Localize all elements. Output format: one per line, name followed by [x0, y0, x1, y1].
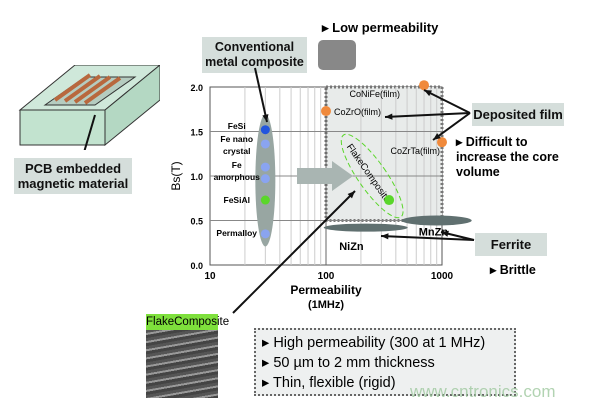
ferrite-note: ▸ Brittle [490, 263, 536, 277]
ferrite-note-text: Brittle [499, 263, 536, 277]
film-point-label: CoNiFe(film) [350, 89, 401, 99]
mnzn-ellipse [401, 215, 472, 226]
metal-point-label: Permalloy [216, 228, 257, 238]
nizn-ellipse [323, 223, 408, 232]
film-point [419, 80, 430, 91]
film-point [437, 137, 447, 148]
ferrite-arrow [380, 235, 475, 241]
deposited-region [324, 85, 444, 222]
metal-point [260, 195, 270, 205]
flake-title: FlakeComposite [146, 314, 230, 330]
feature-text: 50 µm to 2 mm thickness [273, 355, 435, 371]
flake-arrow [232, 190, 356, 314]
x-tick-label: 1000 [431, 271, 454, 282]
y-tick-label: 1.0 [190, 172, 203, 182]
trend-arrow [297, 161, 353, 191]
deposited-label: Deposited film [472, 103, 564, 126]
ferrite-arrow-head [441, 230, 449, 237]
film-point-label: CoZrO(film) [334, 107, 381, 117]
x-tick-label: 100 [318, 271, 335, 282]
flake-point [384, 195, 395, 206]
metal-point-label: Fe nano [220, 134, 253, 144]
feature-item: ▸ Thin, flexible (rigid) [262, 375, 396, 391]
inductor-photo-icon [318, 40, 356, 70]
conventional-arrow-head [262, 114, 269, 122]
metal-point-label: amorphous [214, 172, 261, 182]
metal-point-label: FeSi [228, 121, 246, 131]
metal-point-label: crystal [223, 146, 250, 156]
low-perm-text: Low permeability [332, 20, 439, 35]
metal-point [260, 125, 270, 135]
y-tick-label: 2.0 [190, 83, 203, 93]
y-tick-label: 0.0 [190, 261, 203, 271]
y-axis-label: Bs(T) [169, 161, 183, 190]
feature-item: ▸ High permeability (300 at 1 MHz) [262, 335, 486, 351]
watermark: www.cntronics.com [410, 382, 556, 401]
film-arrow [423, 89, 471, 114]
metal-point [260, 162, 270, 172]
ferrite-arrow-head [381, 233, 389, 240]
flake-region-outer [340, 133, 404, 219]
y-tick-label: 1.5 [190, 128, 203, 138]
flake-arrow-head [347, 191, 355, 199]
low-perm-note: ▸ Low permeability [322, 20, 439, 35]
feature-item: ▸ 50 µm to 2 mm thickness [262, 355, 435, 371]
mnzn-label: MnZn [419, 227, 449, 239]
film-arrow-head [433, 133, 441, 140]
x-axis-label-unit: (1MHz) [308, 299, 344, 311]
film-point [321, 106, 331, 117]
film-arrow-head [424, 90, 432, 97]
ferrite-label: Ferrite [475, 233, 547, 256]
conventional-label: Conventional metal composite [202, 37, 307, 73]
metal-point-label: Fe [232, 160, 242, 170]
feature-text: Thin, flexible (rigid) [273, 375, 396, 391]
deposited-note-text: Difficult to increase the core volume [456, 135, 559, 179]
metal-point [260, 229, 270, 239]
conventional-arrow [254, 67, 268, 123]
flake-micrograph-icon [146, 330, 218, 398]
y-tick-label: 0.5 [190, 217, 203, 227]
x-axis-label: Permeability [290, 283, 362, 297]
pcb-label: PCB embedded magnetic material [14, 158, 132, 194]
x-tick-label: 10 [204, 271, 216, 282]
pcb-illustration-icon [18, 65, 160, 150]
nizn-label: NiZn [339, 241, 364, 253]
film-arrow [384, 112, 471, 118]
metal-point-label: FeSiAl [224, 195, 250, 205]
deposited-note: ▸ Difficult to increase the core volume [456, 135, 559, 179]
metal-point [260, 139, 270, 149]
film-arrow-head [385, 113, 393, 120]
feature-list: ▸ High permeability (300 at 1 MHz) ▸ 50 … [254, 328, 516, 396]
film-arrow [432, 112, 471, 141]
feature-text: High permeability (300 at 1 MHz) [273, 335, 486, 351]
film-point-label: CoZrTa(film) [391, 146, 441, 156]
metal-point [260, 174, 270, 184]
